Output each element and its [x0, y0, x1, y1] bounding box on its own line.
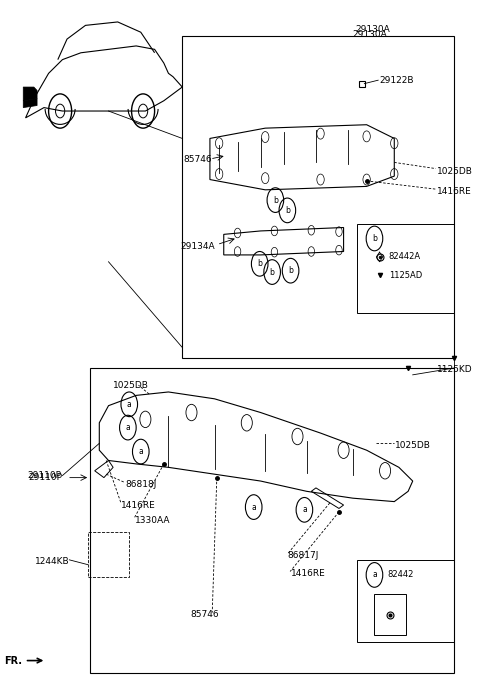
Text: 82442: 82442: [387, 570, 414, 579]
Text: 1416RE: 1416RE: [437, 187, 471, 196]
Text: b: b: [288, 266, 293, 275]
Text: a: a: [372, 570, 377, 579]
Text: 29110P: 29110P: [27, 471, 61, 480]
Text: 1025DB: 1025DB: [437, 166, 473, 176]
Text: 1330AA: 1330AA: [135, 516, 170, 525]
Text: a: a: [125, 423, 130, 432]
Bar: [90, 368, 454, 673]
Text: 82442A: 82442A: [389, 252, 421, 261]
Text: 1125KD: 1125KD: [437, 365, 472, 374]
Bar: [358, 560, 454, 642]
Text: 29130A: 29130A: [355, 25, 390, 34]
Text: 1244KB: 1244KB: [35, 557, 70, 566]
Text: 29110P: 29110P: [28, 473, 62, 482]
Text: b: b: [270, 268, 275, 277]
Text: 1125AD: 1125AD: [389, 271, 422, 280]
Bar: [182, 36, 454, 358]
Bar: [358, 224, 454, 313]
Text: b: b: [257, 259, 262, 268]
Text: 86818J: 86818J: [126, 480, 157, 489]
Text: a: a: [302, 505, 307, 515]
Text: 85746: 85746: [191, 610, 219, 619]
Text: FR.: FR.: [4, 656, 23, 665]
Text: 1025DB: 1025DB: [113, 380, 149, 389]
Text: b: b: [273, 195, 278, 204]
Text: 1025DB: 1025DB: [395, 441, 431, 450]
Text: a: a: [252, 502, 256, 512]
Text: a: a: [127, 400, 132, 409]
Text: 1416RE: 1416RE: [121, 501, 156, 510]
Text: b: b: [372, 234, 377, 243]
Text: 29134A: 29134A: [180, 242, 215, 251]
Text: 29130A: 29130A: [353, 30, 387, 39]
Text: 85746: 85746: [184, 155, 212, 164]
Polygon shape: [23, 87, 37, 100]
Text: 1416RE: 1416RE: [291, 569, 326, 578]
Polygon shape: [23, 98, 37, 107]
Bar: [88, 533, 129, 577]
Text: b: b: [285, 206, 290, 215]
Text: a: a: [138, 447, 143, 456]
Text: 86817J: 86817J: [288, 550, 319, 559]
Text: 29122B: 29122B: [379, 76, 414, 85]
